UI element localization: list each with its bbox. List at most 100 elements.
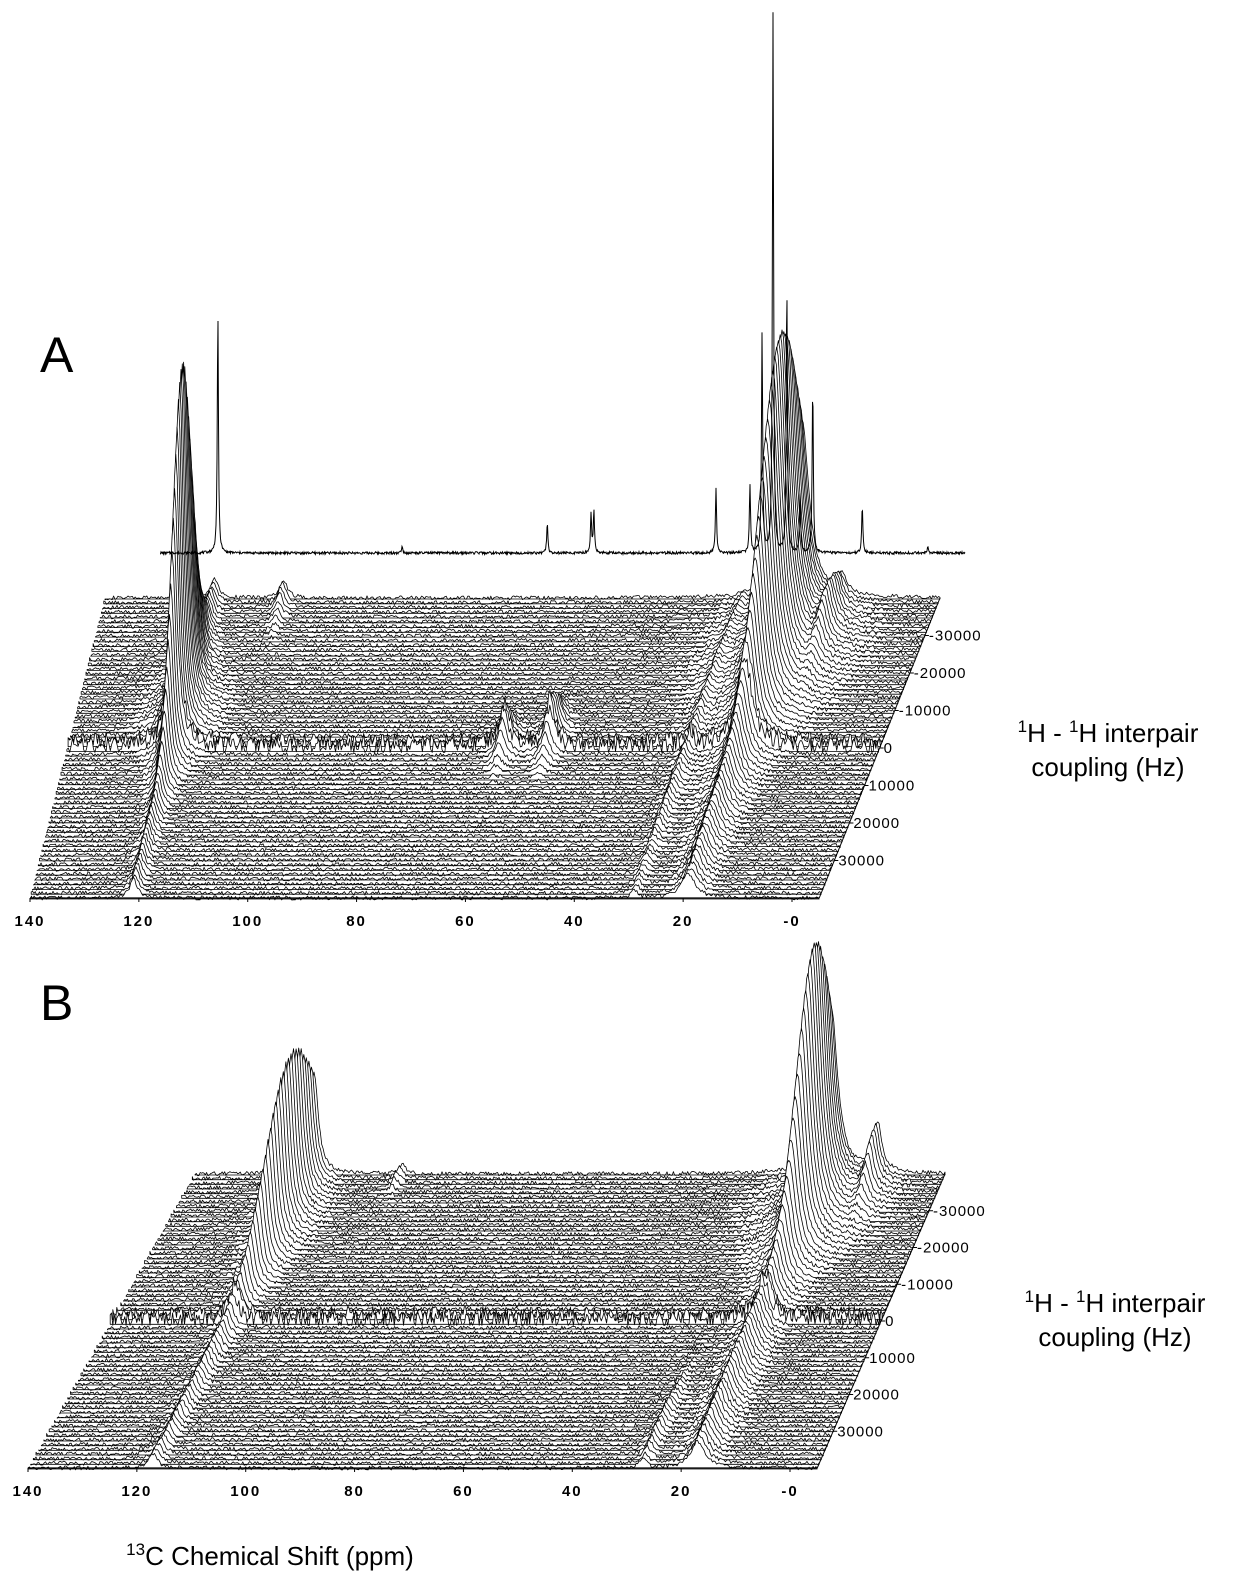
trace — [49, 773, 853, 820]
trace — [74, 363, 893, 720]
depth-tick-label: 20000 — [853, 1387, 900, 1404]
depth-tick-label: 0 — [885, 1313, 894, 1330]
panel-label: B — [40, 975, 73, 1031]
trace — [86, 356, 912, 672]
depth-tick-label: -20000 — [917, 1240, 970, 1257]
trace — [34, 848, 828, 882]
trace — [40, 1414, 828, 1447]
depth-axis-label: coupling (Hz) — [1038, 1322, 1191, 1352]
trace — [99, 369, 933, 620]
trace — [32, 1428, 822, 1461]
panel-label: A — [40, 327, 74, 383]
trace — [53, 756, 858, 806]
label-text: H - — [1034, 1288, 1076, 1318]
trace — [41, 815, 839, 853]
trace — [72, 382, 889, 729]
label-text: H interpair — [1085, 1288, 1205, 1318]
trace — [51, 769, 855, 815]
trace — [43, 1406, 830, 1443]
trace — [65, 551, 878, 758]
trace — [87, 346, 914, 667]
trace — [40, 822, 837, 858]
x-tick-label: -0 — [781, 1483, 798, 1500]
trace — [82, 418, 904, 691]
label-text: H - — [1027, 718, 1069, 748]
trace — [43, 803, 843, 844]
x-label-text: C Chemical Shift (ppm) — [145, 1541, 414, 1571]
trace — [73, 369, 891, 724]
trace — [35, 844, 830, 877]
trace — [36, 837, 832, 872]
trace — [91, 329, 920, 653]
trace — [93, 333, 924, 643]
depth-tick-label: 10000 — [869, 1350, 916, 1367]
label-sup: 1 — [1025, 1287, 1034, 1306]
depth-tick-label: 30000 — [837, 1423, 884, 1440]
depth-tick-label: -20000 — [914, 665, 967, 682]
trace — [59, 688, 868, 782]
trace — [71, 399, 887, 734]
x-tick-label: 40 — [564, 913, 585, 930]
trace — [98, 357, 931, 624]
depth-tick-label: 30000 — [838, 853, 885, 870]
depth-axis-label: 1H - 1H interpair — [1025, 1287, 1206, 1318]
trace — [52, 762, 856, 810]
depth-tick-label: 20000 — [853, 815, 900, 832]
x-tick-label: 20 — [671, 1483, 692, 1500]
trace — [62, 614, 874, 767]
depth-axis-label: coupling (Hz) — [1031, 752, 1184, 782]
trace — [48, 781, 851, 825]
x-tick-label: 40 — [562, 1483, 583, 1500]
trace — [97, 348, 929, 629]
trace — [60, 666, 870, 777]
trace — [78, 381, 899, 705]
trace — [58, 710, 866, 786]
x-tick-label: 80 — [346, 913, 367, 930]
x-tick-label: -0 — [783, 913, 800, 930]
trace — [90, 334, 918, 658]
label-sup: 1 — [1076, 1287, 1085, 1306]
x-tick-label: 60 — [455, 913, 476, 930]
x-tick-label: 140 — [14, 913, 45, 930]
trace — [66, 517, 879, 753]
trace — [104, 418, 941, 601]
trace — [80, 416, 903, 696]
x-tick-label: 120 — [123, 913, 154, 930]
depth-tick-label: 0 — [884, 740, 893, 757]
trace — [85, 370, 910, 677]
x-tick-label: 20 — [673, 913, 694, 930]
trace — [64, 583, 876, 762]
reference-spectrum — [160, 12, 966, 557]
x-tick-label: 80 — [344, 1483, 365, 1500]
trace — [55, 740, 862, 796]
trace — [45, 800, 845, 839]
trace — [46, 793, 847, 834]
label-text: H interpair — [1078, 718, 1198, 748]
trace — [101, 382, 935, 615]
label-sup: 1 — [1018, 717, 1027, 736]
label-sup: 1 — [1069, 717, 1078, 736]
x-axis-label: 13C Chemical Shift (ppm) — [126, 1540, 414, 1571]
trace — [61, 639, 872, 772]
depth-tick-label: -30000 — [929, 628, 982, 645]
trace — [102, 395, 937, 610]
trace — [76, 361, 895, 715]
trace — [96, 340, 927, 634]
x-tick-label: 100 — [230, 1483, 261, 1500]
x-tick-label: 140 — [12, 1483, 43, 1500]
trace — [42, 809, 841, 848]
depth-tick-label: -30000 — [933, 1203, 986, 1220]
trace — [37, 832, 833, 867]
trace — [57, 726, 864, 791]
depth-axis-label: 1H - 1H interpair — [1018, 717, 1199, 748]
trace — [89, 340, 916, 662]
depth-tick-label: -10000 — [901, 1276, 954, 1293]
trace — [103, 404, 939, 605]
trace — [47, 786, 849, 829]
trace — [79, 396, 901, 701]
trace — [35, 1423, 824, 1457]
depth-tick-label: -10000 — [899, 703, 952, 720]
trace — [33, 854, 826, 887]
trace — [30, 868, 822, 896]
